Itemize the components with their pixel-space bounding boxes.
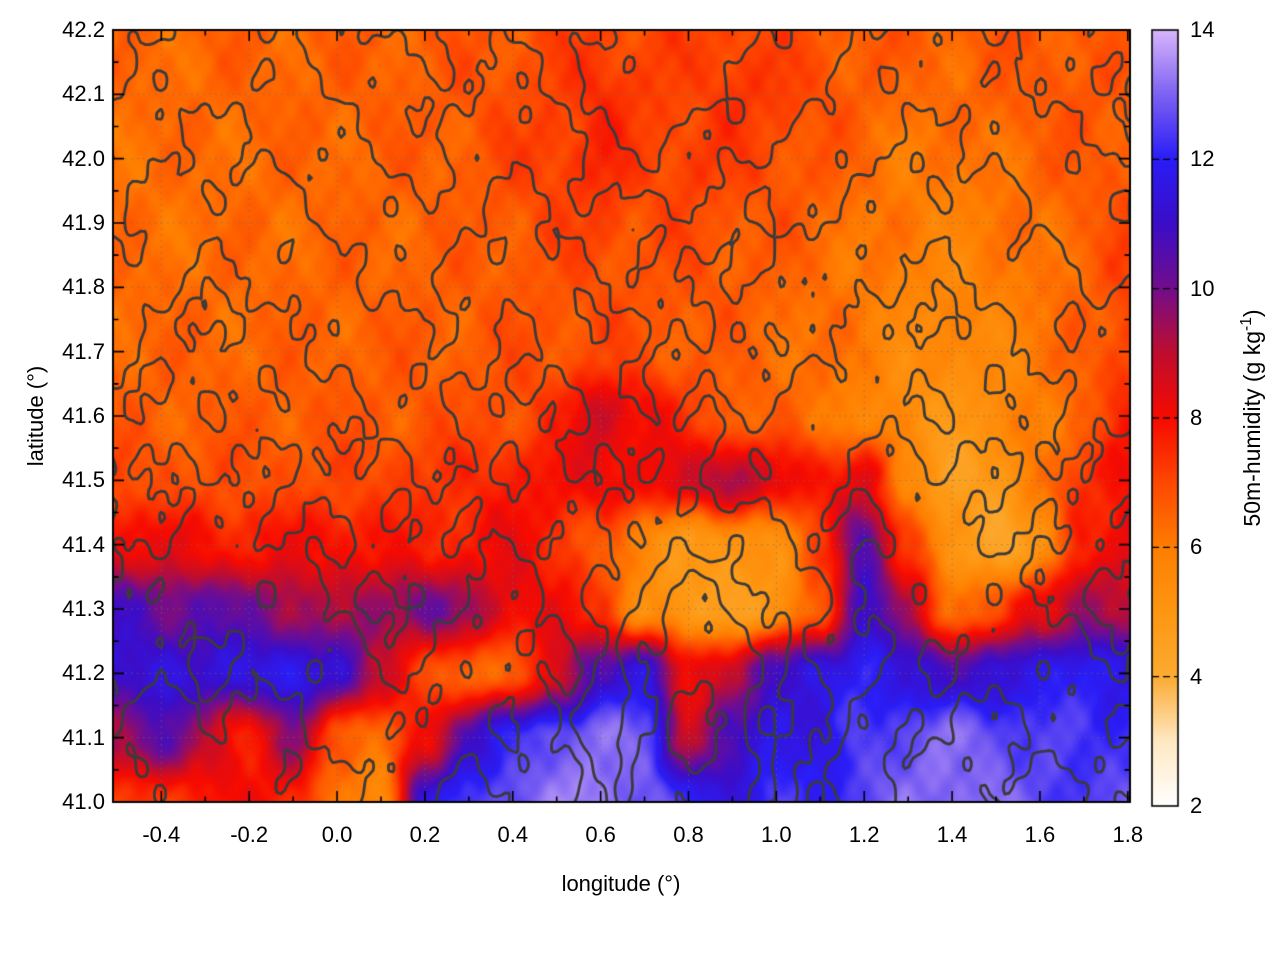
colorbar-label-main: 50m-humidity (g kg — [1238, 331, 1265, 527]
y-tick-label: 41.8 — [62, 274, 105, 300]
x-tick-label: -0.4 — [142, 822, 181, 847]
x-tick-label: 0.0 — [321, 822, 353, 847]
y-tick-label: 42.1 — [62, 81, 105, 107]
colorbar-label-sup: -1 — [1238, 317, 1256, 331]
x-tick-label: 1.0 — [761, 822, 792, 847]
colorbar-label: 50m-humidity (g kg-1) — [1238, 309, 1266, 526]
x-tick-label: 0.6 — [585, 822, 616, 847]
y-tick-label: 41.9 — [62, 210, 105, 235]
y-tick-label: 41.6 — [62, 403, 105, 428]
colorbar-tick-label: 8 — [1190, 405, 1203, 430]
colorbar-tick-label: 12 — [1190, 146, 1215, 172]
x-tick-label: 0.8 — [673, 822, 704, 847]
y-tick-label: 41.4 — [62, 531, 105, 557]
y-tick-label: 41.3 — [62, 596, 105, 621]
x-tick-label: 1.2 — [848, 822, 880, 847]
y-tick-label: 41.1 — [62, 724, 105, 750]
y-axis-label: latitude (°) — [23, 365, 48, 467]
y-tick-label: 41.0 — [62, 789, 105, 814]
x-tick-label: 1.6 — [1024, 822, 1056, 847]
y-tick-label: 41.2 — [62, 660, 105, 686]
y-tick-label: 42.2 — [62, 17, 105, 42]
colorbar-tick-label: 4 — [1190, 663, 1203, 689]
y-tick-label: 41.5 — [62, 467, 105, 493]
y-tick-label: 42.0 — [62, 145, 105, 171]
x-tick-label: -0.2 — [230, 822, 269, 847]
x-tick-label: 0.2 — [409, 822, 441, 847]
colorbar-tick-label: 2 — [1190, 793, 1203, 818]
colorbar-tick-label: 6 — [1190, 534, 1203, 560]
x-tick-label: 1.8 — [1112, 822, 1144, 847]
x-tick-label: 0.4 — [497, 822, 529, 847]
y-tick-label: 41.7 — [62, 338, 105, 364]
colorbar-tick-label: 14 — [1190, 17, 1215, 42]
colorbar-tick-label: 10 — [1190, 275, 1215, 301]
x-axis-label: longitude (°) — [561, 871, 681, 896]
colorbar-label-close: ) — [1238, 309, 1265, 318]
x-tick-label: 1.4 — [936, 822, 968, 847]
